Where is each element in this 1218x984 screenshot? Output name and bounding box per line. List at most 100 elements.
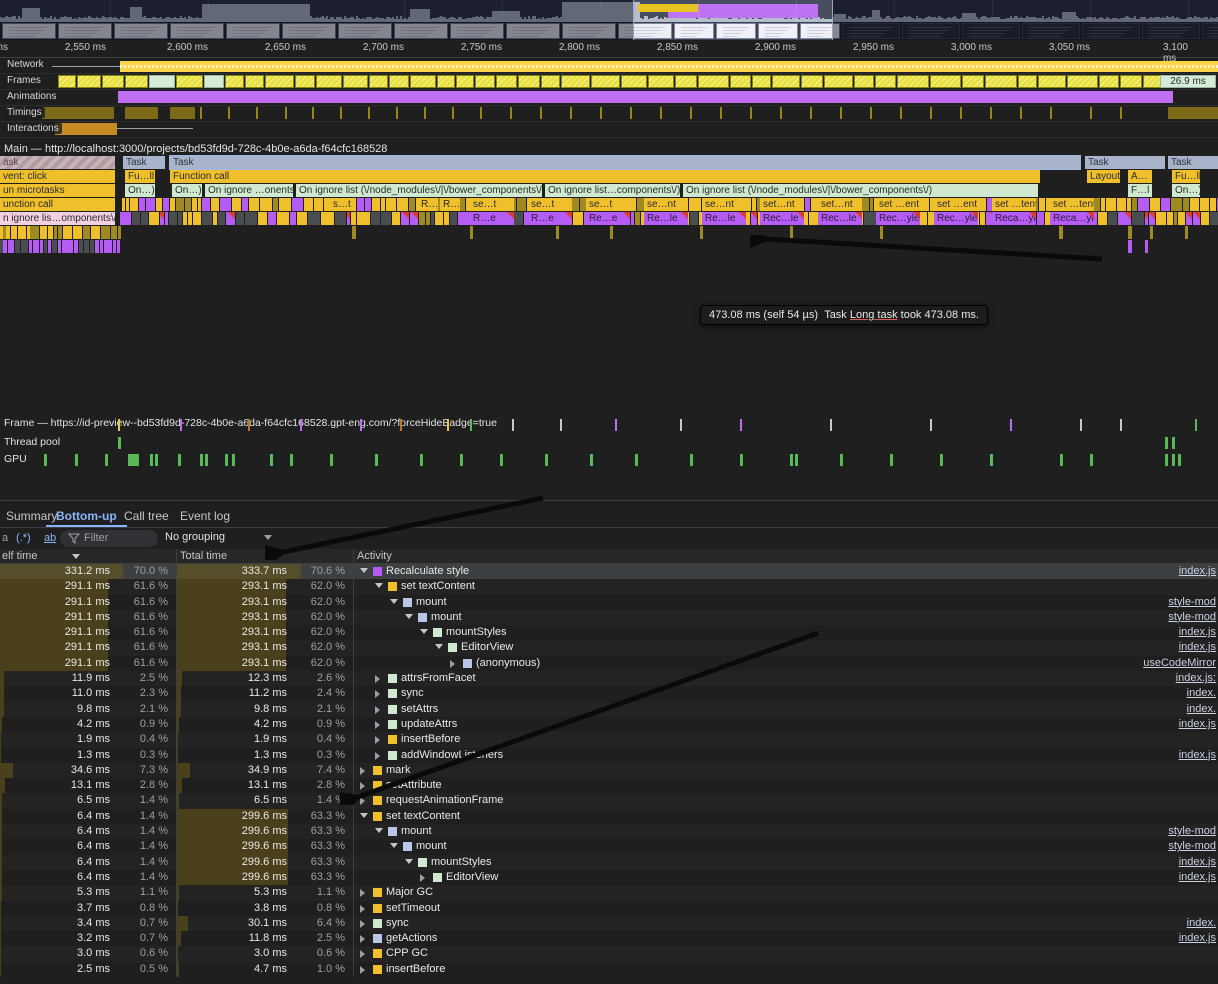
- flame-block[interactable]: [1150, 198, 1160, 211]
- frame-block[interactable]: [102, 75, 124, 88]
- flame-block[interactable]: [569, 198, 579, 211]
- flame-block[interactable]: [1132, 212, 1144, 225]
- tab-event-log[interactable]: Event log: [180, 509, 231, 523]
- flame-block[interactable]: [880, 226, 883, 239]
- frame-block[interactable]: [752, 75, 771, 88]
- frame-marker[interactable]: [1195, 419, 1197, 431]
- flame-block[interactable]: [1059, 226, 1063, 239]
- flame-block[interactable]: On ignore …onents\/): [205, 184, 293, 197]
- table-row[interactable]: 1.3 ms 0.3 % 1.3 ms 0.3 % addWindowListeners…: [0, 747, 1218, 763]
- flame-block[interactable]: [335, 212, 346, 225]
- flame-block[interactable]: [458, 212, 471, 225]
- frame-block[interactable]: [125, 75, 148, 88]
- flame-block[interactable]: [218, 212, 225, 225]
- flame-block[interactable]: [580, 198, 588, 211]
- table-row[interactable]: 291.1 ms 61.6 % 293.1 ms 62.0 % mountStyles i…: [0, 625, 1218, 641]
- flame-block[interactable]: [431, 212, 434, 225]
- triangle-down-icon[interactable]: [435, 644, 443, 650]
- flame-block[interactable]: [1118, 212, 1131, 225]
- flame-block[interactable]: [1200, 198, 1209, 211]
- table-row[interactable]: 34.6 ms 7.3 % 34.9 ms 7.4 % mark: [0, 762, 1218, 779]
- flame-block[interactable]: Re…e: [586, 212, 630, 225]
- flame-block[interactable]: [809, 212, 819, 225]
- flame-block[interactable]: [245, 212, 257, 225]
- flame-block[interactable]: [409, 198, 415, 211]
- source-link[interactable]: style-mod: [1168, 840, 1216, 853]
- flame-block[interactable]: [63, 226, 72, 239]
- flame-block[interactable]: n ignore lis…omponents\/): [0, 212, 115, 225]
- frame-marker[interactable]: [248, 419, 250, 431]
- filmstrip-thumbnail[interactable]: [1142, 23, 1200, 39]
- gpu-task-marker[interactable]: [330, 454, 333, 466]
- flame-block[interactable]: [573, 212, 583, 225]
- frame-block[interactable]: [621, 75, 647, 88]
- flame-block[interactable]: [1093, 198, 1100, 211]
- frame-block[interactable]: [77, 75, 101, 88]
- flame-block[interactable]: [1186, 212, 1192, 225]
- thread-pool-marker[interactable]: [1172, 437, 1175, 449]
- flame-block[interactable]: [86, 226, 90, 239]
- source-link[interactable]: index.js: [1178, 565, 1216, 577]
- flame-block[interactable]: [631, 212, 634, 225]
- table-row[interactable]: 6.4 ms 1.4 % 299.6 ms 63.3 % EditorView index…: [0, 869, 1218, 886]
- timing-tick[interactable]: [1020, 107, 1022, 119]
- flame-block[interactable]: se…t: [470, 198, 514, 211]
- frame-block[interactable]: [204, 75, 224, 88]
- flame-block[interactable]: [226, 212, 235, 225]
- flame-block[interactable]: R…: [418, 198, 438, 211]
- gpu-task-marker[interactable]: [690, 454, 693, 466]
- flame-block[interactable]: [381, 198, 385, 211]
- filmstrip-thumbnail[interactable]: [1082, 23, 1140, 39]
- flame-block[interactable]: Layout: [1087, 170, 1120, 183]
- flame-block[interactable]: Reca…yle: [1050, 212, 1094, 225]
- flame-block[interactable]: [401, 212, 409, 225]
- gpu-task-marker[interactable]: [150, 454, 153, 466]
- gpu-task-marker[interactable]: [1165, 454, 1168, 466]
- table-row[interactable]: 291.1 ms 61.6 % 293.1 ms 62.0 % mount style-m…: [0, 609, 1218, 626]
- flame-block[interactable]: [1183, 198, 1189, 211]
- gpu-task-marker[interactable]: [155, 454, 158, 466]
- source-link[interactable]: style-mod: [1168, 825, 1216, 838]
- triangle-down-icon[interactable]: [420, 629, 428, 635]
- flame-block[interactable]: [188, 212, 192, 225]
- filmstrip-thumbnail[interactable]: [800, 23, 840, 39]
- gpu-task-marker[interactable]: [590, 454, 593, 466]
- flame-block[interactable]: [751, 212, 757, 225]
- flame-block[interactable]: [149, 212, 159, 225]
- flame-block[interactable]: unction call: [0, 198, 115, 211]
- flame-block[interactable]: set …ent: [876, 198, 920, 211]
- flame-block[interactable]: [470, 226, 473, 239]
- frame-block[interactable]: [541, 75, 560, 88]
- timing-tick[interactable]: [810, 107, 812, 119]
- flame-block[interactable]: [100, 240, 103, 253]
- table-row[interactable]: 3.4 ms 0.7 % 30.1 ms 6.4 % sync index.: [0, 915, 1218, 932]
- flame-block[interactable]: [40, 226, 47, 239]
- flame-block[interactable]: [1145, 212, 1148, 225]
- timing-tick[interactable]: [690, 107, 692, 119]
- timing-block[interactable]: [170, 107, 195, 119]
- frame-block[interactable]: [496, 75, 517, 88]
- filmstrip-thumbnail[interactable]: [170, 23, 224, 39]
- frame-block[interactable]: [730, 75, 751, 88]
- flame-block[interactable]: [918, 198, 929, 211]
- gpu-task-marker[interactable]: [205, 454, 208, 466]
- source-link[interactable]: index.js: [1178, 855, 1216, 868]
- frame-marker[interactable]: [930, 419, 932, 431]
- frame-block[interactable]: [265, 75, 294, 88]
- triangle-down-icon[interactable]: [360, 568, 368, 573]
- flame-block[interactable]: Rec…yle: [934, 212, 978, 225]
- frame-block[interactable]: [343, 75, 368, 88]
- gpu-task-marker[interactable]: [225, 454, 228, 466]
- flame-block[interactable]: [450, 212, 457, 225]
- timeline-overview[interactable]: [0, 0, 1218, 40]
- frame-block[interactable]: [369, 75, 388, 88]
- source-link[interactable]: useCodeMirror: [1143, 656, 1216, 669]
- flame-block[interactable]: Function call: [170, 170, 1040, 183]
- timing-tick[interactable]: [200, 107, 202, 119]
- flame-block[interactable]: On ignore list…components\/): [545, 184, 680, 197]
- frame-block[interactable]: [854, 75, 874, 88]
- flame-block[interactable]: [163, 198, 169, 211]
- timing-tick[interactable]: [540, 107, 542, 119]
- flame-block[interactable]: Rec…yle: [876, 212, 920, 225]
- flame-block[interactable]: [21, 226, 26, 239]
